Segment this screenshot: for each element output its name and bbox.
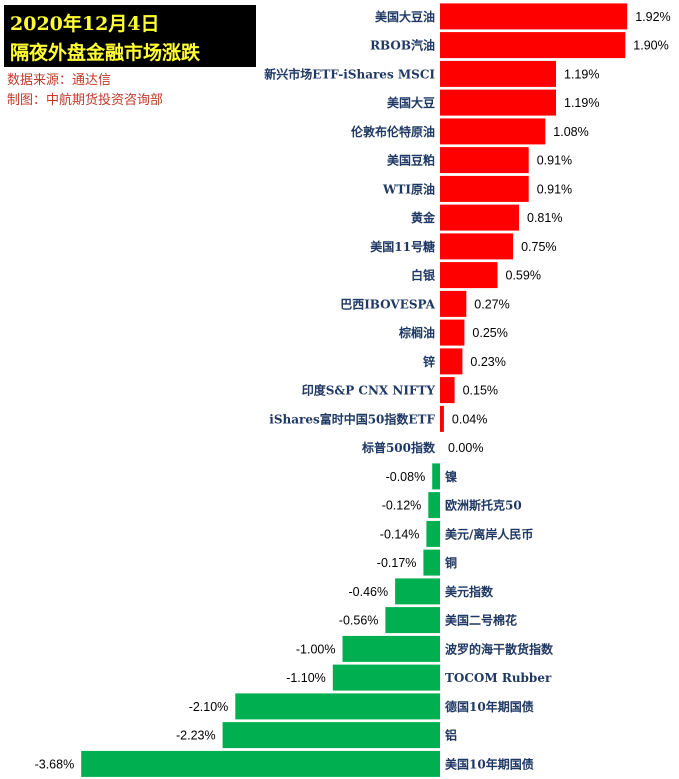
bar-26	[81, 750, 440, 777]
chart-date: 2020年12月4日	[10, 13, 160, 35]
bar-0	[440, 3, 628, 30]
value-label: -0.08%	[386, 470, 426, 484]
value-label: -1.10%	[286, 671, 326, 685]
bar-21	[385, 607, 440, 634]
category-label: 美元指数	[445, 584, 494, 599]
bar-8	[440, 233, 514, 260]
value-label: 1.92%	[635, 10, 670, 24]
bar-18	[426, 520, 441, 547]
category-label: 波罗的海干散货指数	[445, 641, 554, 656]
bar-19	[423, 549, 440, 576]
value-label: 0.04%	[452, 412, 487, 426]
category-label: 欧洲斯托克50	[445, 498, 522, 513]
bar-14	[440, 405, 444, 432]
value-label: 1.19%	[564, 96, 599, 110]
category-label: WTI原油	[382, 181, 435, 196]
value-label: 1.90%	[633, 39, 668, 53]
bar-5	[440, 147, 529, 174]
value-label: -2.23%	[176, 729, 216, 743]
title-box: 2020年12月4日 隔夜外盘金融市场涨跌	[4, 5, 256, 67]
bar-12	[440, 348, 463, 375]
value-label: 0.25%	[472, 326, 507, 340]
data-source-note: 数据来源：通达信	[7, 73, 112, 88]
bar-3	[440, 89, 556, 116]
category-label: 白银	[411, 268, 436, 283]
value-label: 0.27%	[474, 297, 509, 311]
value-label: 0.23%	[470, 355, 505, 369]
bar-23	[332, 664, 441, 691]
bar-25	[222, 722, 440, 749]
bar-20	[395, 578, 440, 605]
value-label: 0.81%	[527, 211, 562, 225]
value-label: -0.56%	[339, 614, 379, 628]
category-label: 棕榈油	[398, 325, 435, 340]
bar-17	[428, 492, 440, 519]
bar-6	[440, 175, 529, 202]
category-label: 美国大豆油	[375, 9, 435, 24]
producer-note: 制图：中航期货投资咨询部	[7, 93, 164, 108]
category-label: 美国二号棉花	[445, 613, 517, 628]
value-label: -0.14%	[380, 527, 420, 541]
chart-title: 隔夜外盘金融市场涨跌	[10, 42, 201, 64]
category-label: iShares富时中国50指数ETF	[269, 411, 435, 426]
category-label: 美国11号糖	[370, 239, 435, 254]
bar-16	[432, 463, 440, 490]
category-label: 镍	[445, 469, 457, 484]
value-label: -3.68%	[35, 757, 75, 771]
value-label: -0.12%	[382, 499, 422, 513]
bar-22	[342, 635, 440, 662]
category-label: 锌	[423, 354, 435, 369]
value-label: 0.91%	[537, 182, 572, 196]
bar-13	[440, 377, 455, 404]
category-label: 印度S&P CNX NIFTY	[302, 383, 436, 398]
value-label: 0.15%	[463, 384, 498, 398]
bar-7	[440, 204, 519, 231]
category-label: 美国大豆	[387, 95, 435, 110]
category-label: 标普500指数	[361, 440, 436, 455]
value-label: 1.08%	[553, 125, 588, 139]
bar-10	[440, 290, 467, 317]
value-label: -0.46%	[348, 585, 388, 599]
value-label: 0.00%	[448, 441, 483, 455]
category-label: 美国10年期国债	[445, 756, 534, 771]
category-label: 黄金	[411, 210, 436, 225]
bar-1	[440, 32, 626, 59]
bar-11	[440, 319, 465, 346]
value-label: 1.19%	[564, 67, 599, 81]
bar-9	[440, 262, 498, 289]
value-label: 0.75%	[521, 240, 556, 254]
value-label: 0.59%	[506, 269, 541, 283]
category-label: TOCOM Rubber	[445, 671, 552, 685]
category-label: 德国10年期国债	[445, 699, 534, 714]
category-label: 伦敦布伦特原油	[351, 124, 435, 139]
value-label: -2.10%	[189, 700, 229, 714]
category-label: 新兴市场ETF-iShares MSCI	[264, 66, 435, 81]
value-label: -1.00%	[296, 642, 336, 656]
bar-2	[440, 60, 556, 87]
category-label: RBOB汽油	[370, 38, 435, 53]
value-label: -0.17%	[377, 556, 417, 570]
category-label: 铜	[445, 555, 457, 570]
category-label: 美国豆粕	[387, 153, 435, 168]
category-label: 铝	[445, 728, 457, 743]
category-label: 巴西IBOVESPA	[340, 297, 435, 311]
value-label: 0.91%	[537, 154, 572, 168]
bar-4	[440, 118, 546, 145]
category-label: 美元/离岸人民币	[445, 526, 533, 541]
bar-24	[235, 693, 441, 720]
